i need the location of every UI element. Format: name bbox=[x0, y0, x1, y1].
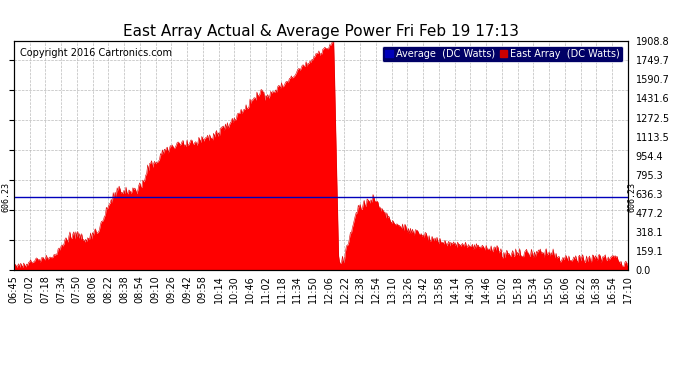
Legend: Average  (DC Watts), East Array  (DC Watts): Average (DC Watts), East Array (DC Watts… bbox=[382, 46, 623, 62]
Title: East Array Actual & Average Power Fri Feb 19 17:13: East Array Actual & Average Power Fri Fe… bbox=[123, 24, 519, 39]
Text: 606.23: 606.23 bbox=[2, 182, 11, 212]
Text: 606.23: 606.23 bbox=[628, 182, 637, 212]
Text: Copyright 2016 Cartronics.com: Copyright 2016 Cartronics.com bbox=[20, 48, 172, 58]
